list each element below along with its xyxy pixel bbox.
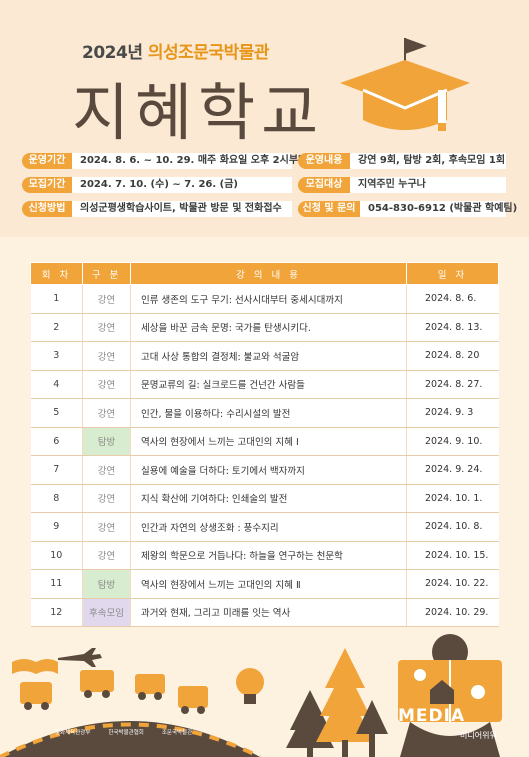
info-period-value: 2024. 8. 6. ~ 10. 29. 매주 화요일 오후 2시부터 [72,153,307,169]
table-header-row: 회 차 구 분 강 의 내 용 일 자 [30,262,499,285]
row-title: 고대 사상 통합의 결정체: 불교와 석굴암 [130,341,407,371]
row-number: 6 [30,427,83,456]
row-date: 2024. 8. 27. [406,370,499,399]
row-kind: 강연 [82,313,131,342]
row-title: 인간과 자연의 상생조화 : 풍수지리 [130,512,407,542]
table-row: 10 강연 제왕의 학문으로 거듭나다: 하늘을 연구하는 천문학 2024. … [30,541,499,570]
watermark-sub: 미디어위워 [460,731,497,740]
row-kind: 강연 [82,512,131,542]
info-contact-value: 054-830-6912 (박물관 학예팀) [360,201,517,217]
row-title: 지식 확산에 기여하다: 인쇄술의 발전 [130,484,407,513]
row-number: 11 [30,569,83,599]
row-date: 2024. 8. 6. [406,284,499,314]
logo-museum-association: 한국박물관협회 [108,730,144,736]
col-header-kind: 구 분 [82,262,131,285]
row-date: 2024. 10. 29. [406,598,499,627]
graduation-cap-icon [340,38,470,131]
row-kind: 후속모임 [82,598,131,627]
row-number: 7 [30,455,83,485]
info-apply-value: 의성군평생학습사이트, 박물관 방문 및 전화접수 [72,201,292,217]
row-date: 2024. 10. 8. [406,512,499,542]
row-number: 10 [30,541,83,570]
row-title: 역사의 현장에서 느끼는 고대인의 지혜 Ⅰ [130,427,407,456]
logo-museum: 조문국박물관 [161,730,193,736]
table-row: 8 강연 지식 확산에 기여하다: 인쇄술의 발전 2024. 10. 1. [30,484,499,513]
row-kind: 탐방 [82,569,131,599]
table-row: 2 강연 세상을 바꾼 금속 문명: 국가를 탄생시키다. 2024. 8. 1… [30,313,499,342]
col-header-date: 일 자 [406,262,499,285]
row-number: 1 [30,284,83,314]
row-date: 2024. 9. 10. [406,427,499,456]
info-content-value: 강연 9회, 탐방 2회, 후속모임 1회 [350,153,506,169]
row-kind: 강연 [82,370,131,399]
info-apply-label: 신청방법 [22,201,72,217]
info-target-label: 모집대상 [298,177,350,193]
row-number: 4 [30,370,83,399]
row-number: 12 [30,598,83,627]
row-title: 역사의 현장에서 느끼는 고대인의 지혜 Ⅱ [130,569,407,599]
info-recruit-value: 2024. 7. 10. (수) ~ 7. 26. (금) [72,177,292,193]
watermark-logo: MEDIA [398,706,466,726]
year-label: 2024년 [82,43,143,63]
col-header-title: 강 의 내 용 [130,262,407,285]
row-title: 과거와 현재, 그리고 미래를 잇는 역사 [130,598,407,627]
table-row: 5 강연 인간, 물을 이용하다: 수리시설의 발전 2024. 9. 3 [30,398,499,428]
row-number: 3 [30,341,83,371]
row-kind: 강연 [82,455,131,485]
row-title: 실용에 예술을 더하다: 토기에서 백자까지 [130,455,407,485]
logo-ministry: 문화체육관광부 [55,730,91,736]
table-row: 12 후속모임 과거와 현재, 그리고 미래를 잇는 역사 2024. 10. … [30,598,499,627]
schedule-table: 회 차 구 분 강 의 내 용 일 자 1 강연 인류 생존의 도구 무기: 선… [30,262,499,627]
row-date: 2024. 10. 15. [406,541,499,570]
info-content-label: 운영내용 [298,153,350,169]
row-date: 2024. 10. 22. [406,569,499,599]
row-title: 제왕의 학문으로 거듭나다: 하늘을 연구하는 천문학 [130,541,407,570]
row-kind: 탐방 [82,427,131,456]
row-date: 2024. 8. 13. [406,313,499,342]
row-kind: 강연 [82,484,131,513]
row-kind: 강연 [82,541,131,570]
table-row: 3 강연 고대 사상 통합의 결정체: 불교와 석굴암 2024. 8. 20 [30,341,499,371]
row-number: 2 [30,313,83,342]
info-target-value: 지역주민 누구나 [350,177,506,193]
table-row: 7 강연 실용에 예술을 더하다: 토기에서 백자까지 2024. 9. 24. [30,455,499,485]
table-row: 1 강연 인류 생존의 도구 무기: 선사시대부터 중세시대까지 2024. 8… [30,284,499,314]
header-panel: 2024년 의성조문국박물관 지혜학교 운영기간 2024. 8. 6. ~ 1… [0,0,529,237]
row-title: 인간, 물을 이용하다: 수리시설의 발전 [130,398,407,428]
row-kind: 강연 [82,341,131,371]
row-number: 5 [30,398,83,428]
info-recruit-label: 모집기간 [22,177,72,193]
year-museum-title: 2024년 의성조문국박물관 [82,38,270,63]
row-date: 2024. 9. 3 [406,398,499,428]
row-number: 9 [30,512,83,542]
col-header-no: 회 차 [30,262,83,285]
table-row: 6 탐방 역사의 현장에서 느끼는 고대인의 지혜 Ⅰ 2024. 9. 10. [30,427,499,456]
row-title: 인류 생존의 도구 무기: 선사시대부터 중세시대까지 [130,284,407,314]
info-contact-label: 신청 및 문의 [298,201,360,217]
info-period-label: 운영기간 [22,153,72,169]
row-title: 세상을 바꾼 금속 문명: 국가를 탄생시키다. [130,313,407,342]
table-row: 4 강연 문명교류의 길: 실크로드를 건넌간 사람들 2024. 8. 27. [30,370,499,399]
row-number: 8 [30,484,83,513]
page-title: 지혜학교 [72,76,325,149]
row-date: 2024. 8. 20 [406,341,499,371]
footer-illustration [0,634,502,757]
footer-logos: 문화체육관광부 한국박물관협회 조문국박물관 [55,728,192,736]
row-title: 문명교류의 길: 실크로드를 건넌간 사람들 [130,370,407,399]
table-row: 9 강연 인간과 자연의 상생조화 : 풍수지리 2024. 10. 8. [30,512,499,542]
table-row: 11 탐방 역사의 현장에서 느끼는 고대인의 지혜 Ⅱ 2024. 10. 2… [30,569,499,599]
museum-name: 의성조문국박물관 [147,43,270,63]
row-kind: 강연 [82,398,131,428]
row-date: 2024. 9. 24. [406,455,499,485]
row-kind: 강연 [82,284,131,314]
row-date: 2024. 10. 1. [406,484,499,513]
